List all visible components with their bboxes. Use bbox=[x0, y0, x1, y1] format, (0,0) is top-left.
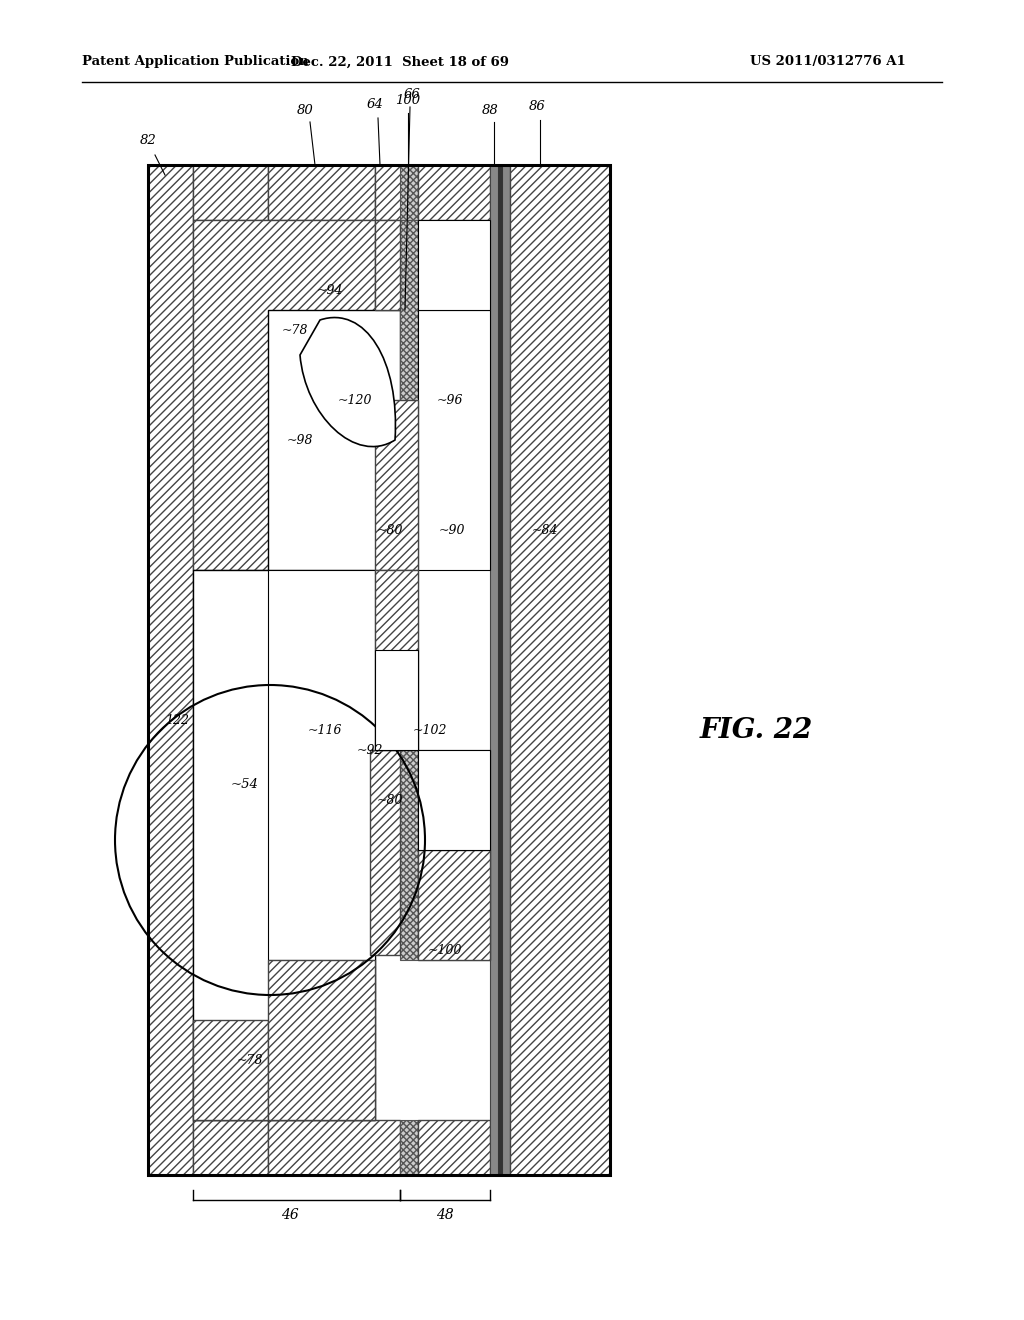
Bar bbox=[400, 165, 418, 220]
Bar bbox=[375, 400, 418, 570]
Bar bbox=[193, 165, 268, 220]
Text: ~80: ~80 bbox=[377, 793, 403, 807]
Bar bbox=[193, 570, 375, 1119]
Text: ~102: ~102 bbox=[413, 723, 447, 737]
Text: ~78: ~78 bbox=[282, 323, 308, 337]
Bar bbox=[375, 570, 418, 750]
Text: ~84: ~84 bbox=[531, 524, 558, 536]
Bar bbox=[418, 750, 490, 850]
Text: 88: 88 bbox=[481, 103, 499, 116]
Text: 82: 82 bbox=[139, 133, 157, 147]
Text: 48: 48 bbox=[436, 1208, 454, 1222]
Text: FIG. 22: FIG. 22 bbox=[700, 717, 813, 743]
Text: ~78: ~78 bbox=[237, 1053, 263, 1067]
Bar bbox=[148, 165, 610, 1175]
Text: 64: 64 bbox=[367, 99, 383, 111]
Bar bbox=[268, 570, 375, 960]
Bar bbox=[418, 165, 490, 220]
Text: ~96: ~96 bbox=[437, 393, 463, 407]
Text: 100: 100 bbox=[395, 94, 421, 107]
Text: 66: 66 bbox=[403, 88, 421, 102]
Text: 122: 122 bbox=[165, 714, 189, 726]
Bar bbox=[193, 1119, 268, 1175]
Text: US 2011/0312776 A1: US 2011/0312776 A1 bbox=[750, 55, 906, 69]
Bar bbox=[375, 165, 406, 220]
Bar bbox=[418, 850, 490, 960]
Bar bbox=[268, 310, 400, 570]
Text: ~100: ~100 bbox=[428, 944, 462, 957]
Bar bbox=[375, 220, 400, 310]
Text: Dec. 22, 2011  Sheet 18 of 69: Dec. 22, 2011 Sheet 18 of 69 bbox=[291, 55, 509, 69]
Bar bbox=[490, 165, 498, 1175]
Bar bbox=[418, 1119, 490, 1175]
Bar bbox=[498, 165, 502, 1175]
Bar bbox=[268, 1119, 400, 1175]
Bar bbox=[268, 960, 375, 1119]
Text: ~90: ~90 bbox=[438, 524, 465, 536]
Bar bbox=[400, 570, 418, 960]
Bar bbox=[418, 310, 490, 570]
Bar bbox=[510, 165, 610, 1175]
Text: ~120: ~120 bbox=[338, 393, 373, 407]
Text: ~94: ~94 bbox=[316, 284, 343, 297]
Text: 80: 80 bbox=[297, 103, 313, 116]
Bar bbox=[418, 750, 490, 960]
Bar bbox=[400, 220, 418, 570]
Text: Patent Application Publication: Patent Application Publication bbox=[82, 55, 309, 69]
Text: ~54: ~54 bbox=[231, 779, 259, 792]
Bar bbox=[418, 220, 490, 310]
Bar bbox=[502, 165, 510, 1175]
Bar bbox=[375, 649, 418, 750]
Text: ~116: ~116 bbox=[308, 723, 342, 737]
Bar bbox=[193, 220, 375, 570]
Bar bbox=[268, 165, 375, 220]
Text: ~98: ~98 bbox=[287, 433, 313, 446]
PathPatch shape bbox=[300, 318, 395, 446]
Bar bbox=[148, 165, 193, 1175]
Bar bbox=[370, 750, 400, 954]
Text: 46: 46 bbox=[282, 1208, 299, 1222]
Bar bbox=[193, 1020, 268, 1119]
Bar bbox=[148, 165, 610, 1175]
Text: ~92: ~92 bbox=[356, 743, 383, 756]
Text: 86: 86 bbox=[528, 100, 546, 114]
Text: ~80: ~80 bbox=[377, 524, 403, 536]
Bar bbox=[400, 1119, 418, 1175]
